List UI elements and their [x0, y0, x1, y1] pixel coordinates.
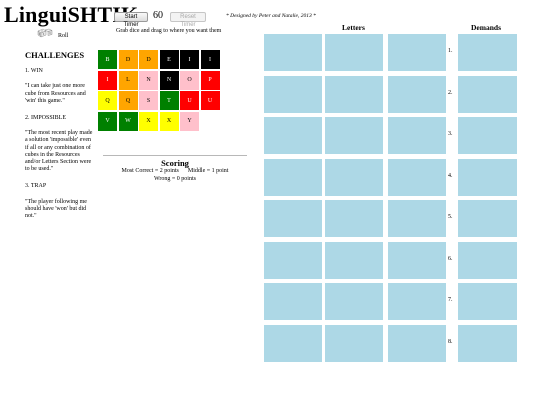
letter-slot[interactable] — [325, 200, 383, 237]
demand-slot[interactable] — [458, 241, 517, 279]
letter-die[interactable]: Q — [98, 91, 117, 110]
roll-button[interactable]: Roll — [37, 28, 73, 43]
middle-rule: Middle = 1 point — [187, 168, 229, 174]
letter-slot[interactable] — [264, 75, 322, 113]
demand-slot[interactable] — [458, 324, 517, 362]
letter-die[interactable]: P — [200, 70, 220, 90]
letter-slot[interactable] — [264, 34, 322, 71]
letter-die[interactable]: O — [180, 70, 199, 90]
letter-die[interactable]: Q — [118, 91, 138, 110]
letter-die[interactable]: D — [139, 50, 158, 69]
letter-slot[interactable] — [264, 117, 322, 154]
letter-die[interactable]: E — [159, 50, 179, 69]
demand-slot[interactable] — [458, 75, 517, 113]
demand-slot[interactable] — [458, 283, 517, 320]
letter-slot[interactable] — [388, 117, 446, 154]
scoring-panel: Scoring Most Correct = 2 points Middle =… — [98, 158, 252, 183]
timer-display: 60 — [153, 10, 163, 21]
start-timer-button[interactable]: Start Timer — [114, 12, 148, 28]
letter-slot[interactable] — [388, 34, 446, 71]
letter-slot[interactable] — [325, 324, 383, 362]
letter-die[interactable]: W — [118, 111, 138, 131]
divider — [103, 155, 247, 156]
letter-slot[interactable] — [264, 324, 322, 362]
row-number: 5. — [448, 214, 453, 220]
letter-die[interactable]: L — [118, 70, 138, 90]
challenge-title: 2. IMPOSSIBLE — [25, 115, 67, 122]
letter-slot[interactable] — [325, 75, 383, 113]
letter-die[interactable]: U — [180, 91, 199, 110]
letter-die[interactable]: Y — [180, 111, 199, 131]
challenge-quote: "The player following me should have 'wo… — [25, 198, 87, 220]
row-number: 2. — [448, 89, 453, 96]
letter-die[interactable]: N — [139, 70, 158, 90]
row-number: 6. — [448, 255, 453, 262]
drag-instruction: Grab dice and drag to where you want the… — [116, 28, 222, 34]
letter-slot[interactable] — [264, 283, 322, 320]
most-correct-rule: Most Correct = 2 points — [121, 168, 179, 174]
letter-slot[interactable] — [264, 241, 322, 279]
challenges-heading: CHALLENGES — [25, 50, 85, 60]
letter-die[interactable]: X — [159, 111, 179, 131]
challenge-quote: "The most recent play made a solution 'i… — [25, 130, 93, 173]
letter-slot[interactable] — [325, 34, 383, 71]
letters-heading: Letters — [342, 23, 365, 32]
letter-slot[interactable] — [388, 241, 446, 279]
demand-slot[interactable] — [458, 158, 517, 196]
letter-die[interactable]: U — [200, 91, 220, 110]
demand-slot[interactable] — [458, 34, 517, 71]
demands-heading: Demands — [471, 23, 502, 32]
letter-die[interactable]: T — [159, 91, 179, 110]
letter-slot[interactable] — [388, 283, 446, 320]
row-number: 3. — [448, 131, 453, 137]
roll-label: Roll — [58, 33, 69, 39]
challenge-title: 3. TRAP — [25, 183, 47, 190]
letter-slot[interactable] — [388, 75, 446, 113]
letter-die[interactable]: I — [200, 50, 220, 69]
scoring-line: Most Correct = 2 points Middle = 1 point — [98, 168, 252, 176]
letter-die[interactable]: I — [98, 70, 117, 90]
demand-slot[interactable] — [458, 117, 517, 154]
letter-slot[interactable] — [325, 283, 383, 320]
letter-die[interactable]: I — [180, 50, 199, 69]
wrong-rule: Wrong = 0 points — [154, 175, 196, 182]
letter-slot[interactable] — [388, 200, 446, 237]
challenge-title: 1. WIN — [25, 68, 43, 75]
challenge-quote: "I can take just one more cube from Reso… — [25, 83, 86, 104]
letter-slot[interactable] — [325, 158, 383, 196]
row-number: 8. — [448, 338, 453, 345]
letter-die[interactable]: D — [118, 50, 138, 69]
letter-slot[interactable] — [264, 200, 322, 237]
challenges-panel: CHALLENGES 1. WIN "I can take just one m… — [25, 50, 93, 230]
scoring-heading: Scoring — [161, 158, 189, 168]
letter-die[interactable]: N — [159, 70, 179, 90]
row-number: 4. — [448, 172, 453, 179]
letter-slot[interactable] — [388, 158, 446, 196]
row-number: 7. — [448, 297, 453, 303]
credit-text: * Designed by Peter and Natalie, 2013 * — [226, 13, 316, 19]
letter-die[interactable]: B — [98, 50, 117, 69]
reset-timer-button[interactable]: Reset Timer — [170, 12, 206, 28]
letter-slot[interactable] — [325, 241, 383, 279]
letter-die[interactable]: V — [98, 111, 117, 131]
dice-icon — [37, 28, 53, 38]
demand-slot[interactable] — [458, 200, 517, 237]
letter-slot[interactable] — [388, 324, 446, 362]
row-number: 1. — [448, 48, 453, 54]
letter-die[interactable]: X — [139, 111, 158, 131]
letter-slot[interactable] — [264, 158, 322, 196]
letter-slot[interactable] — [325, 117, 383, 154]
letter-die[interactable]: S — [139, 91, 158, 110]
